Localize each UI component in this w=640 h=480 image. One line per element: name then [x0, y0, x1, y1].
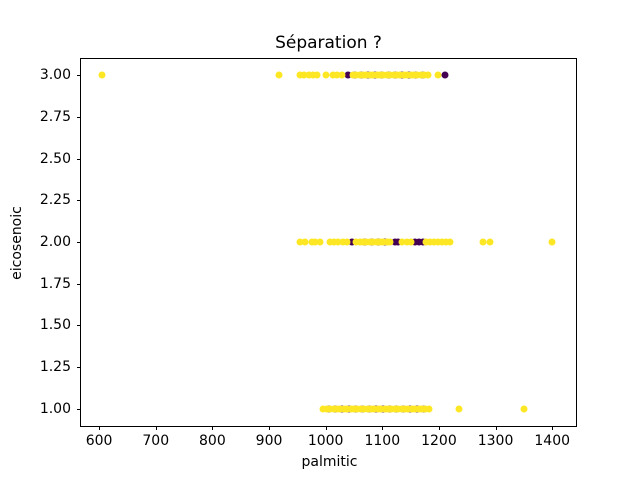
scatter-point-yellow — [520, 405, 528, 413]
scatter-point-yellow — [425, 405, 433, 413]
scatter-point-yellow — [403, 238, 411, 246]
x-tick-label: 1200 — [421, 433, 457, 449]
x-tick-label: 800 — [199, 433, 226, 449]
y-tick-label: 1.75 — [39, 275, 71, 292]
x-tick-mark — [99, 426, 101, 430]
y-tick-label: 1.50 — [39, 317, 71, 334]
scatter-point-purple — [348, 238, 356, 246]
scatter-point-yellow — [313, 71, 321, 79]
x-tick-label: 700 — [142, 433, 170, 449]
scatter-point-yellow — [339, 238, 347, 246]
y-tick-label: 2.75 — [39, 109, 71, 126]
scatter-point-yellow — [326, 238, 334, 246]
scatter-point-yellow — [424, 71, 432, 79]
scatter-point-yellow — [442, 238, 450, 246]
y-tick-mark — [77, 325, 81, 327]
scatter-point-yellow — [455, 405, 463, 413]
y-tick-mark — [77, 158, 81, 160]
y-tick-label: 3.00 — [39, 67, 71, 84]
scatter-point-yellow — [301, 238, 309, 246]
scatter-point-yellow — [333, 71, 341, 79]
x-tick-mark — [325, 426, 327, 430]
x-tick-mark — [438, 426, 440, 430]
scatter-point-yellow — [446, 238, 454, 246]
x-tick-mark — [382, 426, 384, 430]
x-tick-label: 1000 — [307, 433, 344, 449]
scatter-point-yellow — [300, 71, 308, 79]
scatter-point-yellow — [322, 71, 330, 79]
scatter-point-yellow — [486, 238, 494, 246]
scatter-point-purple — [344, 71, 352, 79]
scatter-point-yellow — [434, 238, 442, 246]
y-tick-label: 2.50 — [39, 150, 71, 167]
y-tick-mark — [77, 283, 81, 285]
plot-area: 600 700 800 900 1000 1100 1200 1300 1400 1.00 1.2… — [9, 58, 577, 470]
scatter-point-yellow — [308, 238, 315, 246]
x-tick-label: 1400 — [534, 433, 571, 449]
scatter-point-yellow — [422, 238, 430, 246]
scatter-point-yellow — [296, 71, 304, 79]
scatter-point-purple — [415, 238, 423, 246]
scatter-point-yellow — [338, 71, 346, 79]
scatter-point-yellow — [305, 71, 313, 79]
y-axis-label: eicosenoic — [9, 206, 25, 280]
scatter-point-purple — [419, 238, 427, 246]
scatter-point-yellow — [329, 71, 337, 79]
scatter-point-yellow — [407, 238, 415, 246]
x-tick-mark — [155, 426, 157, 430]
scatter-point-yellow — [98, 71, 106, 79]
y-tick-label: 2.25 — [39, 192, 71, 209]
y-tick-mark — [77, 408, 81, 410]
y-tick-label: 2.00 — [39, 234, 71, 250]
y-tick-mark — [77, 200, 81, 202]
scatter-point-yellow — [330, 238, 338, 246]
y-tick-mark — [77, 117, 81, 119]
y-tick-mark — [77, 75, 81, 77]
scatter-point-yellow — [430, 238, 438, 246]
scatter-point-purple — [441, 71, 449, 79]
scatter-point-yellow — [311, 238, 319, 246]
x-tick-mark — [495, 426, 497, 430]
y-tick-label: 1.00 — [39, 400, 71, 417]
scatter-point-yellow — [479, 238, 487, 246]
scatter-point-purple — [394, 238, 402, 246]
x-tick-label: 600 — [85, 433, 113, 449]
scatter-point-yellow — [309, 71, 317, 79]
y-tick-mark — [77, 242, 81, 243]
scatter-point-yellow — [426, 238, 434, 246]
x-tick-mark — [552, 426, 554, 430]
x-tick-mark — [269, 426, 271, 430]
x-tick-label: 1300 — [477, 433, 514, 449]
y-tick-mark — [77, 366, 81, 368]
scatter-point-yellow — [316, 238, 324, 246]
scatter-point-yellow — [334, 238, 342, 246]
y-tick-label: 1.25 — [39, 358, 71, 375]
x-tick-label: 900 — [255, 433, 283, 449]
scatter-point-yellow — [296, 238, 304, 246]
scatter-point-yellow — [438, 238, 446, 246]
scatter-point-yellow — [343, 238, 351, 246]
scatter-point-yellow — [275, 71, 283, 79]
scatter-point-yellow — [398, 238, 406, 246]
x-tick-label: 1100 — [364, 433, 401, 449]
chart-title: Séparation ? — [275, 33, 382, 53]
scatter-point-yellow — [548, 238, 556, 246]
scatter-point-yellow — [434, 71, 442, 79]
x-tick-mark — [212, 426, 214, 430]
x-axis-label: palmitic — [301, 454, 358, 470]
scatter-point-yellow — [386, 238, 394, 246]
